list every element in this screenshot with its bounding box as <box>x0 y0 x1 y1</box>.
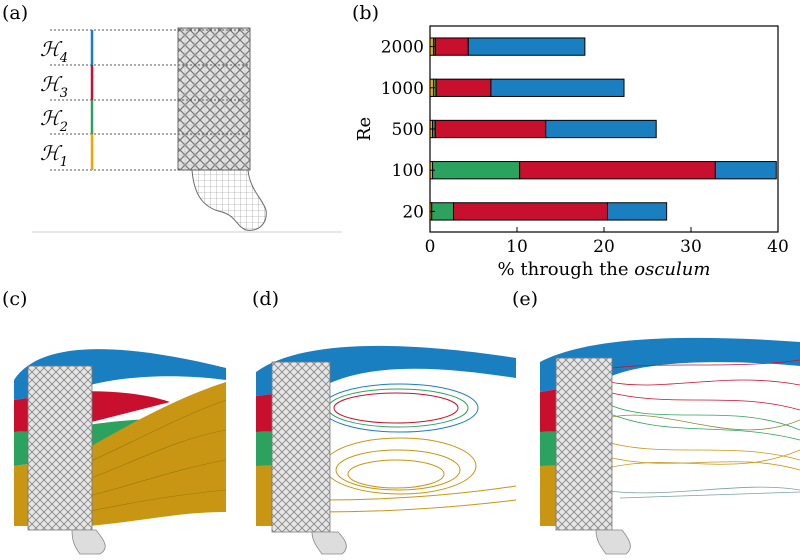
y-tick-label-2000: 2000 <box>381 38 424 58</box>
bar-h3-re-500 <box>434 119 547 139</box>
x-tick-label-30: 30 <box>680 237 702 257</box>
region-label-h4: ℋ4 <box>40 37 68 66</box>
x-tick-label-10: 10 <box>506 237 528 257</box>
y-tick-label-100: 100 <box>392 161 424 181</box>
sponge-body <box>177 27 251 171</box>
bar-h2-re-20 <box>431 202 454 221</box>
panel-label-a: (a) <box>2 2 29 24</box>
y-tick-label-1000: 1000 <box>381 79 424 99</box>
sponge-base <box>191 169 267 231</box>
bar-h3-re-2000 <box>434 37 469 56</box>
bar-h2-re-100 <box>432 161 521 180</box>
streamline-view-c <box>0 300 250 556</box>
y-tick-label-500: 500 <box>392 120 424 140</box>
panel-label-d: (d) <box>252 288 279 310</box>
bar-h4-re-2000 <box>467 37 586 56</box>
panel-label-e: (e) <box>512 288 539 310</box>
bar-chart: 2000 1000 500 100 20 0 10 20 30 40 Re % through … <box>354 25 789 280</box>
x-tick-labels: 0 10 20 30 40 <box>425 227 789 257</box>
region-label-h2: ℋ2 <box>40 106 68 135</box>
y-tick-labels: 2000 1000 500 100 20 <box>381 38 435 222</box>
streamline-image-e <box>540 337 800 555</box>
x-axis-label: % through the osculum <box>498 259 711 280</box>
bar-h4-re-500 <box>545 119 657 139</box>
sponge-mesh-d <box>271 361 331 533</box>
bar-h4-re-20 <box>606 202 668 221</box>
streamline-view-d <box>250 300 520 556</box>
x-tick-label-20: 20 <box>593 237 615 257</box>
bar-h3-re-100 <box>519 161 716 180</box>
x-tick-label-0: 0 <box>425 237 436 257</box>
sponge-diagram: ℋ4 ℋ3 ℋ2 ℋ1 <box>32 27 342 233</box>
sponge-diagram-panel: ℋ4 ℋ3 ℋ2 ℋ1 <box>0 0 360 250</box>
y-axis-label: Re <box>354 117 375 141</box>
bar-h4-re-1000 <box>490 78 625 97</box>
x-tick-label-40: 40 <box>767 237 789 257</box>
bar-h3-re-1000 <box>435 78 492 97</box>
streamline-view-e <box>530 300 800 556</box>
panel-label-b: (b) <box>352 2 379 24</box>
sponge-mesh-e <box>555 357 613 531</box>
bar-chart-panel: 2000 1000 500 100 20 0 10 20 30 40 Re % through … <box>350 0 800 285</box>
bar-h3-re-20 <box>452 202 608 221</box>
level-lines <box>50 29 250 171</box>
region-label-h3: ℋ3 <box>40 72 68 101</box>
streamline-image-c <box>14 349 227 555</box>
bar-h4-re-100 <box>714 161 777 180</box>
panel-label-c: (c) <box>2 288 28 310</box>
region-label-h1: ℋ1 <box>40 141 68 170</box>
sponge-mesh-c <box>27 365 93 531</box>
streamline-image-d <box>256 345 517 555</box>
y-tick-label-20: 20 <box>402 202 424 222</box>
